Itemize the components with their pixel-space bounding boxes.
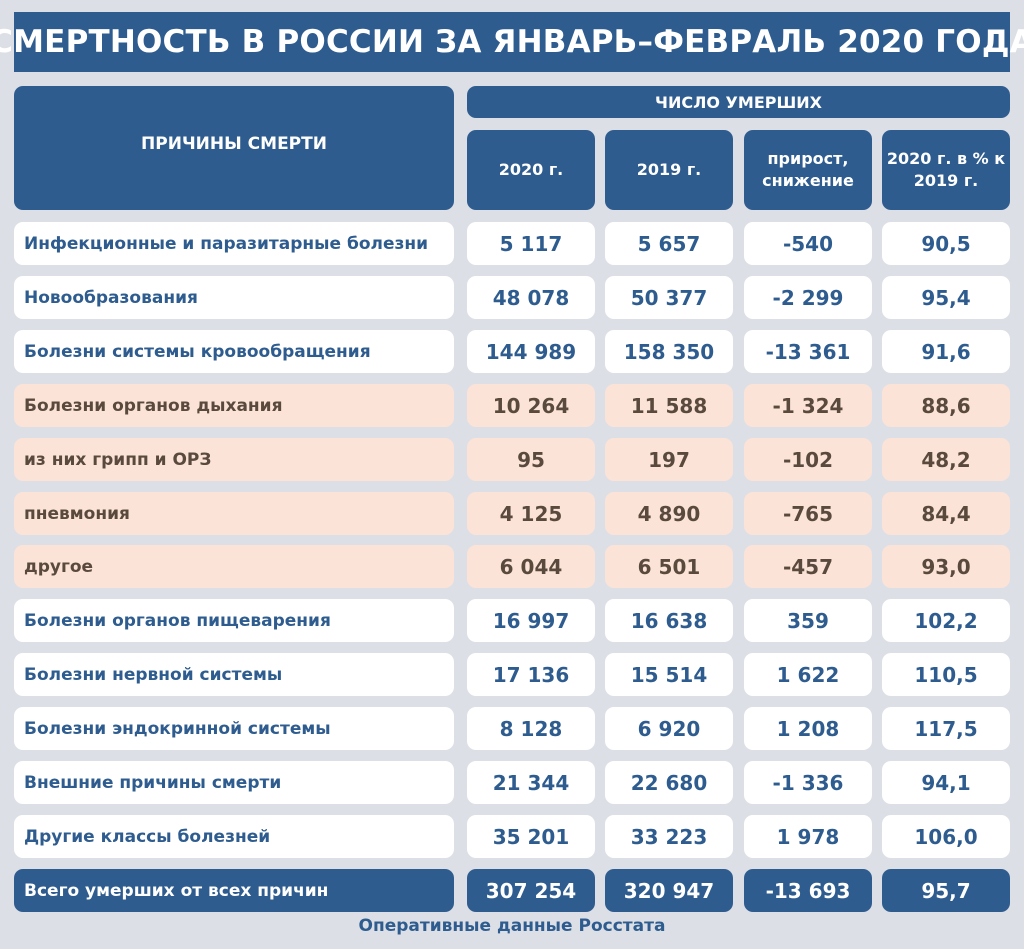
cause-name: Другие классы болезней — [14, 815, 454, 858]
cause-name: Болезни органов пищеварения — [14, 599, 454, 642]
value-change: -540 — [744, 222, 872, 265]
cause-name: другое — [14, 545, 454, 588]
value-change: -765 — [744, 492, 872, 535]
header-col-2019: 2019 г. — [605, 130, 733, 210]
value-percent: 106,0 — [882, 815, 1010, 858]
source-note: Оперативные данные Росстата — [358, 916, 666, 936]
value-change: 1 978 — [744, 815, 872, 858]
value-change: 1 208 — [744, 707, 872, 750]
value-percent: 48,2 — [882, 438, 1010, 481]
value-2019: 11 588 — [605, 384, 733, 427]
header-cause: ПРИЧИНЫ СМЕРТИ — [14, 86, 454, 210]
value-2020: 95 — [467, 438, 595, 481]
value-2020: 144 989 — [467, 330, 595, 373]
value-2019: 16 638 — [605, 599, 733, 642]
value-2019: 33 223 — [605, 815, 733, 858]
value-percent: 91,6 — [882, 330, 1010, 373]
value-2019: 4 890 — [605, 492, 733, 535]
value-percent: 94,1 — [882, 761, 1010, 804]
value-change: 359 — [744, 599, 872, 642]
value-2019: 158 350 — [605, 330, 733, 373]
value-2019: 6 920 — [605, 707, 733, 750]
value-2020: 307 254 — [467, 869, 595, 912]
value-change: -1 336 — [744, 761, 872, 804]
header-group-deaths: ЧИСЛО УМЕРШИХ — [467, 86, 1010, 118]
value-change: -102 — [744, 438, 872, 481]
value-2020: 35 201 — [467, 815, 595, 858]
value-2019: 320 947 — [605, 869, 733, 912]
value-2019: 197 — [605, 438, 733, 481]
value-2019: 6 501 — [605, 545, 733, 588]
value-change: 1 622 — [744, 653, 872, 696]
value-2020: 5 117 — [467, 222, 595, 265]
page-title: СМЕРТНОСТЬ В РОССИИ ЗА ЯНВАРЬ–ФЕВРАЛЬ 20… — [0, 12, 1024, 72]
cause-name: Болезни эндокринной системы — [14, 707, 454, 750]
cause-name: пневмония — [14, 492, 454, 535]
value-percent: 117,5 — [882, 707, 1010, 750]
value-percent: 84,4 — [882, 492, 1010, 535]
cause-name: Всего умерших от всех причин — [14, 869, 454, 912]
value-2020: 21 344 — [467, 761, 595, 804]
value-2019: 15 514 — [605, 653, 733, 696]
value-2019: 22 680 — [605, 761, 733, 804]
header-col-percent: 2020 г. в % к 2019 г. — [882, 130, 1010, 210]
cause-name: Болезни нервной системы — [14, 653, 454, 696]
value-percent: 90,5 — [882, 222, 1010, 265]
cause-name: Болезни органов дыхания — [14, 384, 454, 427]
value-percent: 102,2 — [882, 599, 1010, 642]
value-2020: 17 136 — [467, 653, 595, 696]
cause-name: Внешние причины смерти — [14, 761, 454, 804]
value-2020: 4 125 — [467, 492, 595, 535]
value-change: -13 693 — [744, 869, 872, 912]
header-col-2020: 2020 г. — [467, 130, 595, 210]
value-change: -1 324 — [744, 384, 872, 427]
value-2020: 8 128 — [467, 707, 595, 750]
value-2020: 48 078 — [467, 276, 595, 319]
value-percent: 95,7 — [882, 869, 1010, 912]
value-percent: 93,0 — [882, 545, 1010, 588]
cause-name: из них грипп и ОРЗ — [14, 438, 454, 481]
value-2019: 50 377 — [605, 276, 733, 319]
value-percent: 110,5 — [882, 653, 1010, 696]
value-2019: 5 657 — [605, 222, 733, 265]
value-2020: 10 264 — [467, 384, 595, 427]
cause-name: Болезни системы кровообращения — [14, 330, 454, 373]
value-2020: 6 044 — [467, 545, 595, 588]
value-change: -2 299 — [744, 276, 872, 319]
cause-name: Новообразования — [14, 276, 454, 319]
value-change: -457 — [744, 545, 872, 588]
value-percent: 95,4 — [882, 276, 1010, 319]
value-2020: 16 997 — [467, 599, 595, 642]
cause-name: Инфекционные и паразитарные болезни — [14, 222, 454, 265]
value-percent: 88,6 — [882, 384, 1010, 427]
header-col-change: прирост, снижение — [744, 130, 872, 210]
value-change: -13 361 — [744, 330, 872, 373]
